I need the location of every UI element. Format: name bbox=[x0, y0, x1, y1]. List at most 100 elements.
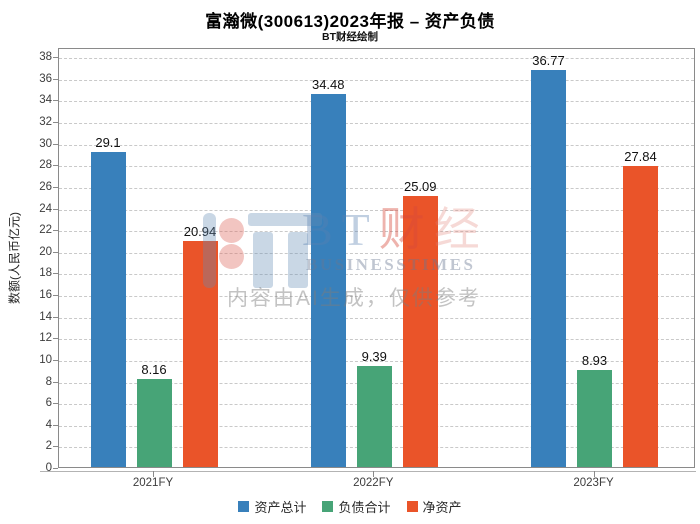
y-tick-mark bbox=[53, 338, 58, 340]
bar-净资产-2023FY bbox=[623, 166, 658, 467]
legend-label: 净资产 bbox=[422, 500, 462, 515]
grid-line bbox=[59, 123, 694, 125]
legend-item-净资产: 净资产 bbox=[406, 497, 462, 516]
bar-负债合计-2021FY bbox=[136, 378, 172, 467]
y-tick-mark bbox=[53, 424, 58, 426]
y-tick-label: 28 bbox=[39, 159, 52, 172]
y-tick-mark bbox=[53, 143, 58, 145]
watermark-logo-pi-leg bbox=[253, 232, 273, 288]
y-tick-label: 24 bbox=[39, 202, 52, 215]
bar-资产总计-2023FY bbox=[531, 69, 566, 467]
plot-area: BT财经 BUSINESSTIMES 内容由AI生成，仅供参考 29.1 8.16… bbox=[58, 48, 695, 468]
grid-line bbox=[59, 231, 694, 233]
watermark-logo-dot bbox=[219, 244, 244, 269]
bar-value-label: 36.77 bbox=[532, 52, 565, 68]
bar-value-label: 25.09 bbox=[403, 178, 437, 194]
y-tick-label: 22 bbox=[39, 224, 52, 237]
y-tick-mark bbox=[53, 78, 58, 80]
x-tick-label: 2023FY bbox=[573, 477, 614, 489]
y-tick-mark bbox=[53, 251, 58, 253]
bar-净资产-2022FY bbox=[402, 195, 438, 467]
y-tick-mark bbox=[53, 100, 58, 102]
y-tick-label: 16 bbox=[39, 289, 52, 302]
y-tick-label: 14 bbox=[39, 310, 52, 323]
y-tick-mark bbox=[53, 230, 58, 232]
bar-负债合计-2023FY bbox=[577, 370, 612, 467]
bar-holder: 20.94 bbox=[182, 224, 218, 467]
y-tick-mark bbox=[53, 446, 58, 448]
y-tick-label: 34 bbox=[39, 94, 52, 107]
y-tick-label: 4 bbox=[45, 418, 52, 431]
chart-title: 富瀚微(300613)2023年报 – 资产负债 bbox=[205, 12, 495, 31]
y-tick-label: 2 bbox=[45, 440, 52, 453]
bar-holder: 9.39 bbox=[356, 349, 392, 467]
y-tick-mark bbox=[53, 57, 58, 59]
y-tick-label: 36 bbox=[39, 72, 52, 85]
grid-line bbox=[59, 360, 694, 362]
bar-holder: 8.93 bbox=[577, 353, 612, 467]
legend-swatch bbox=[322, 501, 334, 512]
y-tick-label: 8 bbox=[45, 375, 52, 388]
y-tick-label: 32 bbox=[39, 116, 52, 129]
y-tick-mark bbox=[53, 273, 58, 275]
x-axis-line bbox=[40, 471, 696, 472]
y-tick-label: 0 bbox=[45, 462, 52, 474]
y-tick-mark bbox=[53, 295, 58, 297]
y-tick-mark bbox=[53, 403, 58, 405]
bar-资产总计-2022FY bbox=[310, 94, 346, 467]
bar-holder: 29.1 bbox=[90, 135, 126, 467]
x-tick-mark bbox=[373, 471, 375, 477]
bar-value-label: 8.16 bbox=[141, 361, 167, 377]
grid-line bbox=[59, 166, 694, 168]
y-tick-label: 6 bbox=[45, 397, 52, 410]
watermark-jing-text: 经 bbox=[433, 204, 489, 255]
legend-swatch bbox=[406, 501, 418, 512]
watermark-logo-pi-leg bbox=[288, 232, 308, 288]
grid-line bbox=[59, 58, 694, 60]
bar-净资产-2021FY bbox=[182, 240, 218, 467]
y-tick-label: 26 bbox=[39, 180, 52, 193]
bar-holder: 36.77 bbox=[531, 53, 566, 467]
y-tick-mark bbox=[53, 186, 58, 188]
grid-line bbox=[59, 296, 694, 298]
y-tick-mark bbox=[53, 208, 58, 210]
bar-value-label: 8.93 bbox=[581, 353, 608, 369]
grid-line bbox=[59, 209, 694, 211]
bar-holder: 34.48 bbox=[310, 77, 346, 467]
y-tick-label: 20 bbox=[39, 245, 52, 258]
y-tick-mark bbox=[53, 122, 58, 124]
bar-holder: 8.16 bbox=[136, 362, 172, 467]
bar-group-2023FY: 36.77 8.93 27.84 bbox=[531, 53, 658, 467]
x-tick-mark bbox=[593, 471, 595, 477]
bar-holder: 25.09 bbox=[402, 179, 438, 467]
x-tick-mark bbox=[153, 471, 154, 477]
y-tick-label: 30 bbox=[39, 137, 52, 150]
y-tick-mark bbox=[53, 468, 58, 469]
y-tick-mark bbox=[53, 381, 58, 383]
grid-line bbox=[59, 144, 694, 146]
y-tick-label: 38 bbox=[39, 51, 52, 64]
grid-line bbox=[59, 187, 694, 189]
bar-value-label: 20.94 bbox=[183, 223, 217, 239]
bar-group-2021FY: 29.1 8.16 20.94 bbox=[90, 135, 218, 467]
grid-line bbox=[59, 339, 694, 341]
x-tick-label: 2021FY bbox=[132, 477, 174, 489]
y-tick-label: 12 bbox=[39, 332, 52, 345]
grid-line bbox=[59, 101, 694, 103]
bar-value-label: 27.84 bbox=[624, 149, 657, 165]
y-tick-mark bbox=[53, 316, 58, 318]
legend-item-资产总计: 资产总计 bbox=[238, 497, 306, 516]
x-tick-label: 2022FY bbox=[353, 477, 394, 489]
chart-subtitle: BT财经绘制 bbox=[322, 31, 378, 43]
legend: 资产总计 负债合计 净资产 bbox=[0, 497, 700, 516]
grid-line bbox=[59, 274, 694, 276]
y-tick-label: 10 bbox=[39, 353, 52, 366]
legend-label: 负债合计 bbox=[338, 500, 391, 515]
bar-资产总计-2021FY bbox=[90, 152, 126, 467]
y-tick-mark bbox=[53, 165, 58, 167]
y-tick-mark bbox=[53, 359, 58, 361]
grid-line bbox=[59, 252, 694, 254]
grid-line bbox=[59, 79, 694, 81]
bar-value-label: 29.1 bbox=[95, 135, 121, 151]
